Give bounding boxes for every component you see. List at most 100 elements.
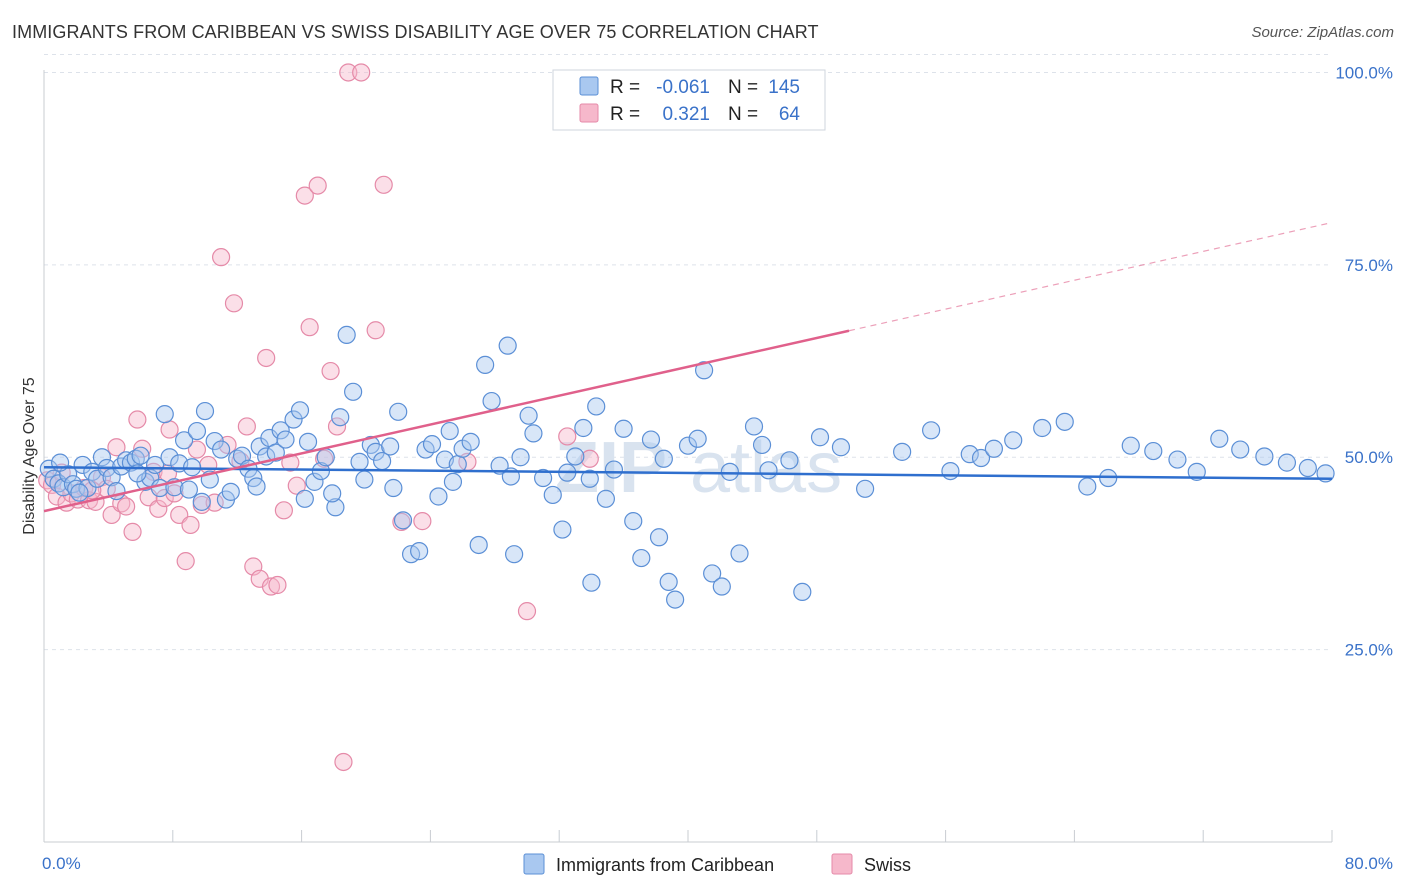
caribbean-point (730, 544, 749, 563)
caribbean-point (659, 572, 678, 592)
caribbean-point (337, 325, 356, 344)
legend-swatch-swiss (579, 103, 599, 123)
y-tick-label: 50.0% (1345, 448, 1393, 467)
series-legend-swatch-caribbean (523, 853, 545, 875)
swiss-point (334, 752, 353, 772)
series-legend-label-caribbean: Immigrants from Caribbean (556, 855, 774, 875)
caribbean-point (70, 483, 89, 502)
swiss-point (176, 552, 195, 571)
caribbean-point (295, 489, 314, 508)
caribbean-point (654, 449, 673, 468)
caribbean-point (614, 419, 633, 438)
series-legend: Immigrants from Caribbean Swiss (523, 853, 911, 875)
swiss-points (38, 63, 599, 772)
swiss-point (268, 575, 287, 595)
trend-line-swiss-projection (848, 221, 1333, 332)
swiss-point (413, 512, 432, 531)
caribbean-point (566, 447, 585, 466)
caribbean-point (393, 511, 413, 530)
caribbean-point (519, 406, 538, 425)
caribbean-point (941, 461, 960, 481)
axes (43, 70, 1333, 843)
legend-n-label-2: N = (728, 104, 758, 125)
caribbean-point (112, 457, 131, 476)
swiss-point (352, 63, 371, 82)
caribbean-point (316, 448, 335, 467)
caribbean-point (422, 435, 442, 454)
caribbean-point (855, 479, 875, 498)
legend-r-value-2: 0.321 (662, 104, 710, 125)
caribbean-point (678, 436, 698, 455)
swiss-point (181, 515, 200, 535)
caribbean-point (490, 456, 509, 475)
caribbean-point (311, 461, 331, 481)
swiss-point (374, 175, 393, 194)
swiss-point (205, 493, 224, 512)
legend-n-label-1: N = (728, 77, 758, 98)
swiss-point (261, 577, 281, 596)
series-legend-swatch-swiss (831, 853, 853, 875)
legend-r-label-1: R = (610, 77, 640, 98)
caribbean-point (290, 401, 310, 420)
caribbean-point (922, 421, 941, 440)
caribbean-point (298, 432, 318, 451)
caribbean-point (429, 487, 448, 506)
caribbean-point (476, 355, 495, 374)
caribbean-point (389, 402, 408, 421)
caribbean-point (720, 462, 739, 481)
swiss-point (149, 499, 168, 518)
caribbean-point (632, 548, 651, 568)
caribbean-point (744, 417, 764, 436)
caribbean-points (39, 325, 1335, 609)
caribbean-point (893, 442, 912, 461)
swiss-point (187, 440, 207, 459)
y-tick-label: 100.0% (1335, 63, 1393, 82)
caribbean-point (344, 382, 363, 401)
caribbean-point (1144, 441, 1163, 461)
caribbean-point (511, 448, 530, 467)
caribbean-point (1055, 412, 1074, 431)
caribbean-point (179, 480, 198, 499)
swiss-point (281, 453, 300, 472)
caribbean-point (1231, 440, 1250, 459)
caribbean-point (1078, 477, 1097, 496)
swiss-point (580, 449, 599, 468)
caribbean-point (73, 455, 92, 475)
y-tick-label: 75.0% (1345, 256, 1393, 275)
caribbean-point (381, 437, 400, 456)
caribbean-point (759, 461, 778, 480)
caribbean-point (461, 432, 480, 451)
swiss-point (212, 248, 231, 267)
swiss-point (308, 176, 327, 195)
x-tick-label: 80.0% (1345, 854, 1393, 873)
source-label: Source: ZipAtlas.com (1251, 24, 1394, 41)
caribbean-point (1255, 447, 1274, 466)
caribbean-point (960, 445, 979, 464)
caribbean-point (469, 535, 488, 555)
caribbean-point (155, 405, 174, 424)
caribbean-point (533, 468, 553, 488)
swiss-point (237, 417, 256, 436)
caribbean-point (498, 336, 517, 355)
caribbean-point (276, 430, 295, 449)
caribbean-point (1298, 458, 1317, 478)
swiss-point (517, 602, 537, 621)
caribbean-point (221, 482, 240, 501)
swiss-point (366, 321, 385, 340)
caribbean-point (666, 590, 685, 609)
caribbean-point (587, 397, 606, 416)
watermark-light: atlas (690, 428, 842, 508)
swiss-point (123, 522, 142, 541)
caribbean-point (482, 391, 501, 411)
legend-r-value-1: -0.061 (656, 77, 710, 98)
caribbean-point (39, 459, 58, 478)
caribbean-point (1121, 436, 1140, 455)
caribbean-point (703, 564, 722, 583)
y-tick-label: 25.0% (1345, 641, 1393, 660)
trend-line-caribbean (43, 465, 1333, 481)
caribbean-point (326, 498, 345, 517)
watermark: ZIP atlas (555, 428, 842, 508)
trend-line-swiss (43, 329, 850, 513)
caribbean-point (984, 439, 1004, 458)
caribbean-point (780, 451, 799, 470)
